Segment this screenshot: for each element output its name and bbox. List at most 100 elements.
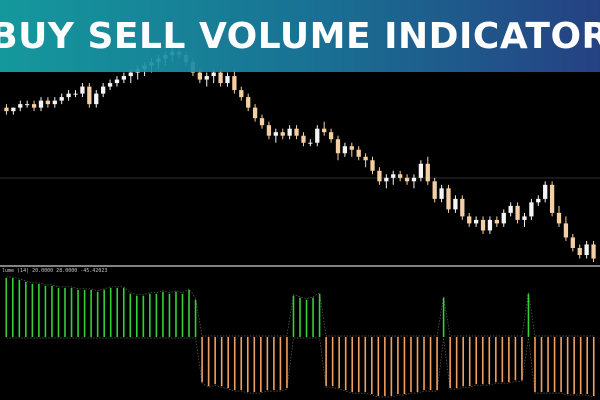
candle [536,195,541,206]
candle-body [204,76,209,80]
candle-body [584,244,589,255]
candle-body [467,216,472,224]
candle-body [439,188,444,199]
candle [259,114,265,129]
candle [349,142,354,157]
candle [114,76,120,87]
candle [377,167,382,185]
candle-body [38,100,44,108]
candle-body [363,156,368,161]
candle-body [322,128,327,133]
candle-body [549,184,555,213]
candle-body [252,107,258,119]
candle [31,100,37,112]
candle-body [73,93,78,95]
candle [467,212,472,227]
candle [487,216,493,234]
candle-body [59,97,64,101]
candle [246,93,251,112]
candle [121,72,127,84]
candle-body [480,219,486,231]
candle [549,181,555,217]
candle-body [418,163,424,178]
candle-body [570,237,575,248]
candle-body [246,97,251,108]
candle-body [453,198,458,210]
candle [328,128,334,143]
candle [363,153,368,168]
candle-body [197,72,202,80]
candle-body [101,86,106,94]
candle-body [280,132,285,136]
candle-body [218,72,223,84]
candle [577,244,582,259]
candle [204,72,209,87]
candle [80,83,85,98]
candle-body [432,181,437,199]
candle [18,100,23,112]
candle [266,121,272,140]
candle-body [294,128,299,136]
candle [239,86,244,101]
candle [515,202,520,224]
candle [335,135,341,161]
candle-body [52,100,57,105]
sell-envelope-line [6,337,594,398]
candle-body [266,125,272,136]
candle-body [398,174,403,178]
candle-body [460,198,465,217]
candle [94,90,99,108]
candle [446,184,451,213]
candle-body [487,219,493,231]
candle-body [239,90,244,98]
candle-body [473,219,479,224]
candle-body [273,132,278,136]
candle-body [301,135,306,143]
candle [294,125,299,140]
candle [418,160,424,182]
candle [342,142,348,157]
candle [398,170,403,182]
candle-body [494,219,499,224]
candle-body [25,104,30,106]
candle [287,125,292,140]
candle-body [446,188,451,210]
candle-body [356,149,361,157]
banner-title: BUY SELL VOLUME INDICATOR [0,15,600,57]
candle-body [121,76,127,80]
indicator-header: lume (14) 20.0000 28.0000 -45.42023 [2,268,108,274]
candle-body [128,72,133,77]
candle-body [315,128,320,143]
candle-body [508,205,513,213]
candle-body [529,202,534,217]
candle-body [232,76,237,91]
candle-body [501,212,506,224]
candle-body [225,76,230,84]
candle-body [18,104,23,108]
candle-body [45,100,51,105]
candle [411,174,417,189]
candle [73,90,78,98]
candle [529,198,534,220]
candle [563,216,569,241]
candle [322,121,327,136]
candle-body [556,212,562,224]
candle [591,240,596,262]
candle-body [87,86,92,105]
candle [308,139,313,147]
candle [87,83,92,108]
candle-body [31,104,37,108]
candle [252,104,258,122]
candle [370,156,375,175]
candle-body [404,177,410,182]
buy-envelope-line [6,276,594,337]
candle-body [391,174,396,178]
candle-body [259,118,265,126]
candle [584,240,589,259]
volume-pane [5,276,595,398]
candle-body [66,93,71,98]
candle-body [342,146,348,154]
candle [52,97,57,108]
candle [280,128,285,140]
candle-body [335,139,341,154]
